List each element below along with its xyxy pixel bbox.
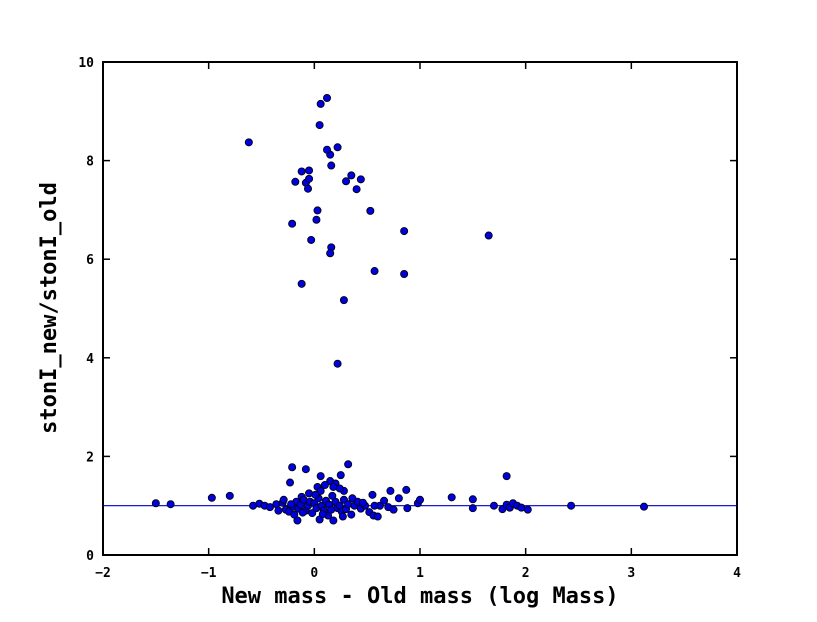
data-point (305, 166, 314, 175)
data-point (402, 485, 411, 494)
data-point (370, 501, 379, 510)
data-point (287, 500, 296, 509)
data-point (151, 499, 160, 508)
x-tick-label: 4 (733, 566, 741, 581)
data-points (151, 93, 649, 525)
data-point (400, 227, 409, 236)
data-point (290, 510, 299, 519)
y-axis-title: stonI_new/stonI_old (37, 182, 62, 434)
data-point (207, 493, 216, 502)
data-point (344, 460, 353, 469)
data-point (316, 486, 325, 495)
data-point (323, 145, 332, 154)
data-point (288, 463, 297, 472)
x-tick-label: 1 (416, 566, 424, 581)
data-point (326, 249, 335, 258)
data-point (288, 219, 297, 228)
x-tick-label: 0 (310, 566, 318, 581)
data-point (370, 267, 379, 276)
data-point (329, 516, 338, 525)
data-point (380, 496, 389, 505)
data-point (305, 174, 314, 183)
data-point (342, 177, 351, 186)
y-tick-label: 2 (86, 450, 94, 465)
y-tick-label: 8 (86, 155, 94, 170)
data-point (484, 231, 493, 240)
data-point (368, 490, 377, 499)
data-point (389, 505, 398, 514)
data-point (301, 465, 310, 474)
data-point (327, 161, 336, 170)
data-point (468, 504, 477, 513)
data-point (313, 206, 322, 215)
data-point (447, 493, 456, 502)
data-point (307, 235, 316, 244)
data-point (225, 491, 234, 500)
data-point (394, 494, 403, 503)
data-point (347, 510, 356, 519)
data-point (358, 498, 367, 507)
data-point (366, 206, 375, 215)
data-point (523, 505, 532, 514)
y-tick-label: 0 (86, 549, 94, 564)
data-point (386, 486, 395, 495)
data-point (279, 495, 288, 504)
y-tick-label: 6 (86, 253, 94, 268)
data-point (320, 480, 329, 489)
data-point (265, 503, 274, 512)
x-tick-label: 3 (627, 566, 635, 581)
data-point (347, 171, 356, 180)
data-point (274, 506, 283, 515)
data-point (311, 490, 320, 499)
data-point (339, 296, 348, 305)
data-point (489, 501, 498, 510)
x-tick-label: −2 (95, 566, 111, 581)
data-point (333, 359, 342, 368)
data-point (336, 471, 345, 480)
data-point (166, 500, 175, 509)
data-point (297, 279, 306, 288)
data-point (244, 138, 253, 147)
data-point (348, 494, 357, 503)
data-point (312, 215, 321, 224)
data-point (318, 510, 327, 519)
data-point (373, 512, 382, 521)
data-point (640, 502, 649, 511)
data-point (297, 167, 306, 176)
data-point (415, 495, 424, 504)
y-tick-label: 4 (86, 352, 94, 367)
data-point (328, 491, 337, 500)
data-point (316, 99, 325, 108)
data-point (316, 472, 325, 481)
y-tick-label: 10 (78, 56, 94, 71)
data-point (567, 501, 576, 510)
data-point (335, 484, 344, 493)
data-point (333, 143, 342, 152)
data-point (468, 495, 477, 504)
data-point (303, 184, 312, 193)
data-point (323, 93, 332, 102)
data-point (291, 177, 300, 186)
axis-ticks: −2 −1 0 1 2 3 4 0 2 4 6 8 10 (78, 56, 741, 581)
data-point (502, 472, 511, 481)
x-tick-label: −1 (201, 566, 217, 581)
data-point (315, 121, 324, 130)
x-tick-label: 2 (522, 566, 530, 581)
data-point (352, 185, 361, 194)
data-point (400, 269, 409, 278)
data-point (403, 504, 412, 513)
x-axis-title: New mass - Old mass (log Mass) (221, 584, 618, 609)
data-point (298, 508, 307, 517)
data-point (286, 478, 295, 487)
data-point (356, 175, 365, 184)
data-point (338, 512, 347, 521)
plot-frame (102, 61, 738, 556)
